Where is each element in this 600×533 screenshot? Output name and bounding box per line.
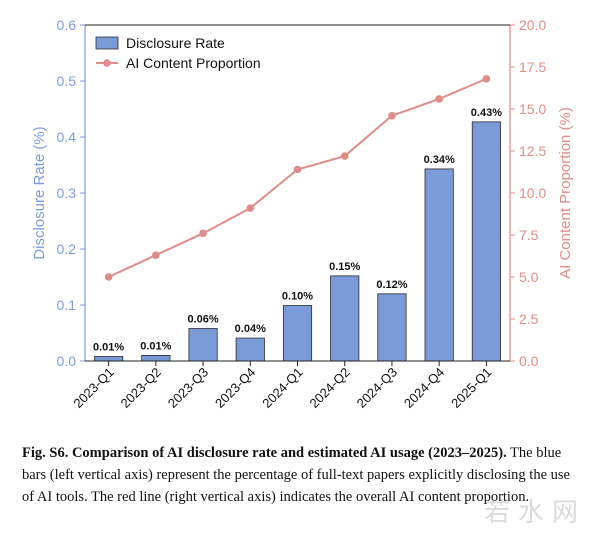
x-tick-label: 2023-Q3 — [165, 365, 211, 411]
right-tick-label: 7.5 — [519, 227, 539, 243]
left-tick-label: 0.3 — [57, 185, 77, 201]
bar-label-2024-Q1: 0.10% — [282, 291, 313, 303]
caption-text: The blue bars (left vertical axis) repre… — [22, 445, 570, 505]
line-point-2023-Q4 — [246, 204, 255, 212]
left-tick-label: 0.6 — [57, 17, 77, 33]
bar-label-2023-Q4: 0.04% — [235, 323, 266, 335]
x-tick-label: 2023-Q1 — [70, 365, 116, 411]
figure-caption: Fig. S6. Comparison of AI disclosure rat… — [22, 442, 582, 508]
left-tick-label: 0.0 — [57, 353, 77, 369]
line-point-2023-Q2 — [152, 251, 160, 259]
chart: 0.01% 0.01% 0.06% 0.04% 0.10% 0.15% 0.12% 0.34%… — [31, 17, 574, 411]
bar-2024-Q2 — [330, 275, 360, 362]
line-point-2024-Q4 — [435, 95, 443, 103]
x-tick-label: 2023-Q2 — [118, 365, 164, 411]
bar-2023-Q2 — [141, 354, 171, 362]
line-point-2023-Q3 — [199, 229, 207, 238]
left-tick-label: 0.2 — [57, 241, 77, 257]
right-tick-label: 15.0 — [519, 101, 546, 117]
x-tick-label: 2024-Q2 — [306, 365, 352, 411]
right-tick-label: 10.0 — [519, 185, 546, 201]
x-tick-label: 2024-Q4 — [401, 365, 447, 411]
bar-2023-Q1 — [94, 356, 124, 362]
legend-swatch-disclosure — [95, 36, 119, 50]
left-axis-title: Disclosure Rate (%) — [31, 126, 48, 259]
bar-2023-Q4 — [235, 337, 265, 362]
legend-marker-ai-content — [103, 59, 111, 67]
bar-label-2023-Q2: 0.01% — [140, 340, 171, 352]
x-tick-label: 2024-Q3 — [354, 365, 400, 411]
bar-label-2023-Q1: 0.01% — [93, 342, 124, 354]
bar-label-2023-Q3: 0.06% — [187, 314, 218, 326]
bar-label-2024-Q4: 0.34% — [424, 154, 455, 166]
x-tick-label: 2025-Q1 — [448, 365, 494, 411]
right-tick-label: 12.5 — [519, 143, 546, 159]
bar-2024-Q3 — [377, 293, 407, 362]
bar-2024-Q1 — [282, 305, 313, 362]
bar-2023-Q3 — [188, 328, 218, 362]
legend-label-ai-content: AI Content Proportion — [126, 55, 261, 71]
right-axis-title: AI Content Proportion (%) — [557, 107, 574, 279]
left-tick-label: 0.5 — [57, 73, 77, 89]
right-tick-label: 2.5 — [519, 311, 539, 327]
line-point-2024-Q1 — [293, 165, 302, 174]
right-tick-label: 5.0 — [519, 269, 539, 285]
line-point-2024-Q2 — [340, 152, 349, 160]
right-tick-label: 17.5 — [519, 59, 546, 75]
line-point-2025-Q1 — [482, 74, 491, 83]
watermark: 若水网 — [483, 498, 586, 528]
bar-2025-Q1 — [471, 121, 501, 362]
right-tick-label: 20.0 — [519, 17, 546, 33]
left-tick-label: 0.1 — [57, 297, 77, 313]
bar-label-2024-Q2: 0.15% — [329, 261, 360, 273]
caption-title: Fig. S6. Comparison of AI disclosure rat… — [22, 445, 507, 461]
line-point-2024-Q3 — [388, 111, 396, 120]
bar-2024-Q4 — [424, 168, 454, 362]
left-tick-label: 0.4 — [57, 129, 77, 145]
legend-label-disclosure: Disclosure Rate — [126, 35, 225, 51]
x-tick-label: 2024-Q1 — [259, 365, 305, 411]
line-point-2023-Q1 — [104, 273, 113, 281]
bar-label-2025-Q1: 0.43% — [471, 107, 502, 119]
right-tick-label: 0.0 — [519, 353, 539, 369]
x-tick-label: 2023-Q4 — [212, 365, 258, 411]
bar-label-2024-Q3: 0.12% — [376, 279, 407, 291]
